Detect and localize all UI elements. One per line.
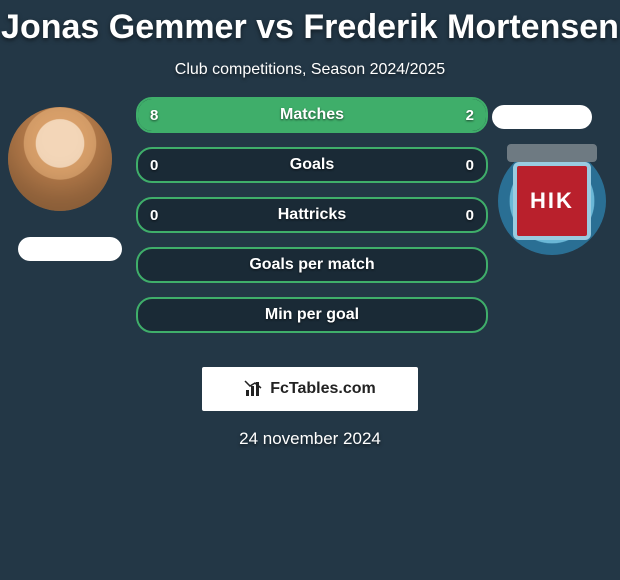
stat-label: Matches [280, 106, 344, 124]
bar-chart-icon [244, 380, 264, 398]
stat-label: Hattricks [278, 206, 346, 224]
stat-rows: 8 Matches 2 0 Goals 0 0 Hattricks 0 Goal… [136, 97, 488, 347]
stat-fill-left [138, 99, 402, 131]
stat-label: Goals per match [249, 256, 374, 274]
left-player-photo [8, 107, 112, 211]
watermark[interactable]: FcTables.com [202, 367, 418, 411]
stat-row-goals-per-match: Goals per match [136, 247, 488, 283]
date-text: 24 november 2024 [0, 429, 620, 449]
stat-row-goals: 0 Goals 0 [136, 147, 488, 183]
club-logo-text: HIK [530, 188, 574, 214]
stat-right-value: 0 [466, 207, 474, 224]
stat-label: Min per goal [265, 306, 359, 324]
stat-row-min-per-goal: Min per goal [136, 297, 488, 333]
watermark-text: FcTables.com [270, 380, 376, 398]
subtitle: Club competitions, Season 2024/2025 [0, 61, 620, 79]
stat-label: Goals [290, 156, 334, 174]
stat-row-hattricks: 0 Hattricks 0 [136, 197, 488, 233]
stat-left-value: 0 [150, 207, 158, 224]
stats-area: HIK 8 Matches 2 0 Goals 0 0 Hattricks 0 [0, 107, 620, 357]
left-player-flag [18, 237, 122, 261]
page-title: Jonas Gemmer vs Frederik Mortensen [0, 0, 620, 47]
right-player-club-logo: HIK [498, 147, 606, 255]
stat-right-value: 0 [466, 157, 474, 174]
stat-right-value: 2 [466, 107, 474, 124]
stat-left-value: 8 [150, 107, 158, 124]
stat-left-value: 0 [150, 157, 158, 174]
stat-row-matches: 8 Matches 2 [136, 97, 488, 133]
right-player-flag [492, 105, 592, 129]
